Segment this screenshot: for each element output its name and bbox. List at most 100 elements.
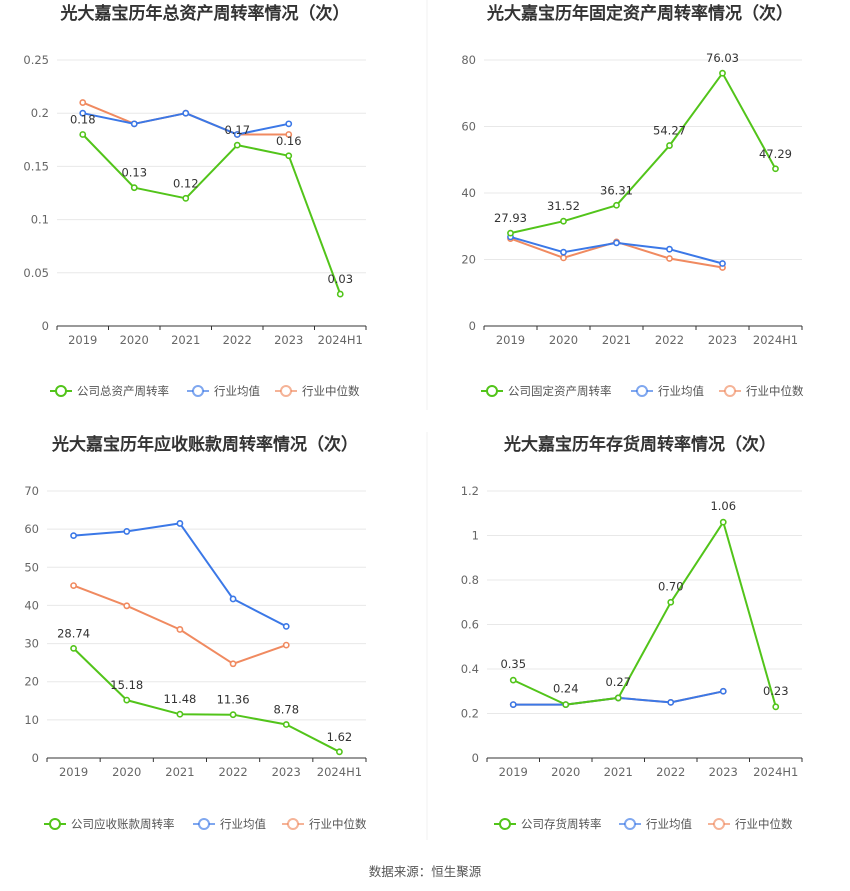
legend-label: 行业均值 xyxy=(214,384,260,398)
x-tick-label: 2021 xyxy=(171,333,200,347)
data-point[interactable] xyxy=(509,701,517,708)
data-point[interactable] xyxy=(282,641,290,649)
x-tick-label: 2020 xyxy=(551,765,580,779)
legend-marker xyxy=(624,818,636,830)
data-point[interactable] xyxy=(613,201,620,209)
legend-marker xyxy=(486,385,498,397)
data-point[interactable] xyxy=(229,595,237,603)
legend-item[interactable]: 行业均值 xyxy=(619,817,692,831)
legend-item[interactable]: 行业中位数 xyxy=(275,384,360,398)
data-point[interactable] xyxy=(560,248,567,256)
data-point[interactable] xyxy=(719,687,727,695)
data-point[interactable] xyxy=(667,598,675,606)
y-tick-label: 0.2 xyxy=(31,106,49,120)
data-point[interactable] xyxy=(79,109,87,117)
data-label: 0.12 xyxy=(173,176,199,190)
data-point[interactable] xyxy=(667,698,675,706)
data-point[interactable] xyxy=(666,255,673,262)
data-point[interactable] xyxy=(123,528,131,535)
data-point[interactable] xyxy=(79,131,87,138)
x-tick-label: 2021 xyxy=(165,765,194,779)
data-point[interactable] xyxy=(285,131,293,138)
legend-marker xyxy=(287,818,299,830)
y-tick-label: 50 xyxy=(24,560,39,574)
data-point[interactable] xyxy=(282,721,290,728)
data-label: 0.35 xyxy=(500,657,526,671)
data-point[interactable] xyxy=(282,623,290,630)
data-point[interactable] xyxy=(79,99,87,106)
legend-marker xyxy=(713,818,725,830)
data-point[interactable] xyxy=(772,165,779,173)
y-tick-label: 20 xyxy=(24,675,39,689)
data-point[interactable] xyxy=(130,120,138,128)
data-point[interactable] xyxy=(560,217,567,225)
legend-item[interactable]: 公司存货周转率 xyxy=(494,817,602,831)
data-point[interactable] xyxy=(176,626,184,633)
legend-item[interactable]: 行业中位数 xyxy=(282,817,367,831)
y-tick-label: 0 xyxy=(469,319,476,333)
legend-label: 公司固定资产周转率 xyxy=(508,384,612,398)
x-tick-label: 2020 xyxy=(120,333,149,347)
data-point[interactable] xyxy=(182,194,190,202)
data-point[interactable] xyxy=(666,142,673,149)
data-point[interactable] xyxy=(772,703,780,711)
data-point[interactable] xyxy=(285,120,293,128)
data-point[interactable] xyxy=(285,152,293,160)
series-industry-average xyxy=(79,109,293,138)
data-point[interactable] xyxy=(336,748,343,756)
data-point[interactable] xyxy=(719,69,726,77)
legend-item[interactable]: 行业均值 xyxy=(187,384,260,398)
data-point[interactable] xyxy=(229,660,237,668)
legend-item[interactable]: 公司总资产周转率 xyxy=(50,384,169,398)
legend-marker xyxy=(636,385,648,397)
data-point[interactable] xyxy=(70,532,77,540)
data-label: 0.16 xyxy=(276,134,302,148)
legend-item[interactable]: 行业中位数 xyxy=(719,384,804,398)
legend-item[interactable]: 行业均值 xyxy=(193,817,266,831)
data-point[interactable] xyxy=(233,131,241,138)
legend-item[interactable]: 公司应收账款周转率 xyxy=(44,817,175,831)
y-tick-label: 0.4 xyxy=(461,662,479,676)
data-point[interactable] xyxy=(233,141,241,149)
data-point[interactable] xyxy=(507,229,514,237)
legend-item[interactable]: 公司固定资产周转率 xyxy=(481,384,612,398)
chart-panels: 光大嘉宝历年总资产周转率情况（次） 0 0.05 0.1 0.15 0.2 0.25 2019… xyxy=(23,3,804,831)
data-label: 0.18 xyxy=(70,112,96,126)
data-point[interactable] xyxy=(509,676,517,684)
x-tick-label: 2024H1 xyxy=(318,333,363,347)
data-point[interactable] xyxy=(123,602,131,610)
data-point[interactable] xyxy=(176,710,184,718)
x-tick-label: 2024H1 xyxy=(317,765,362,779)
y-tick-label: 0 xyxy=(32,751,39,765)
data-label: 76.03 xyxy=(706,51,739,65)
series-line xyxy=(512,521,777,708)
data-point[interactable] xyxy=(666,245,673,253)
chart-panel-1: 光大嘉宝历年总资产周转率情况（次） 0 0.05 0.1 0.15 0.2 0.25 2019… xyxy=(23,3,367,398)
legend-marker xyxy=(192,385,204,397)
data-point[interactable] xyxy=(130,184,138,192)
legend-label: 行业均值 xyxy=(658,384,704,398)
data-point[interactable] xyxy=(336,290,344,298)
data-point[interactable] xyxy=(614,694,622,702)
data-point[interactable] xyxy=(123,696,131,704)
x-tick-label: 2023 xyxy=(272,765,301,779)
data-point[interactable] xyxy=(229,711,237,719)
data-point[interactable] xyxy=(562,701,570,708)
legend-item[interactable]: 行业中位数 xyxy=(708,817,793,831)
data-point[interactable] xyxy=(70,582,77,589)
x-tick-label: 2019 xyxy=(496,333,525,347)
data-point[interactable] xyxy=(719,260,726,267)
x-tick-label: 2022 xyxy=(223,333,252,347)
legend-item[interactable]: 行业均值 xyxy=(631,384,704,398)
data-point[interactable] xyxy=(70,644,77,652)
data-point[interactable] xyxy=(719,518,727,526)
series-line xyxy=(510,72,777,235)
data-point[interactable] xyxy=(182,109,190,117)
x-tick-label: 2019 xyxy=(59,765,88,779)
data-point[interactable] xyxy=(176,520,184,527)
data-point[interactable] xyxy=(560,254,567,262)
data-label: 8.78 xyxy=(273,703,299,717)
data-label: 0.13 xyxy=(121,166,147,180)
data-point[interactable] xyxy=(613,239,620,247)
